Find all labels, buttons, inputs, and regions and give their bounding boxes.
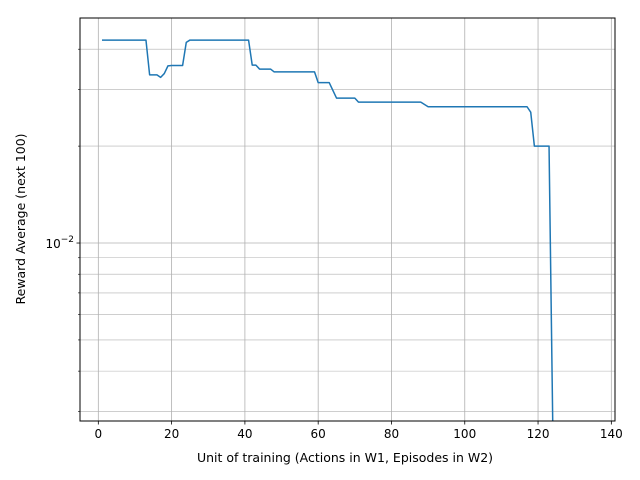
x-tick-label: 60	[311, 427, 326, 441]
plot-frame	[79, 17, 616, 422]
y-tick-label: 10−2	[45, 235, 74, 251]
x-tick-label: 120	[527, 427, 550, 441]
x-tick-label: 40	[237, 427, 252, 441]
series-line-group	[101, 39, 554, 421]
x-axis-label: Unit of training (Actions in W1, Episode…	[197, 450, 493, 465]
y-axis-label: Reward Average (next 100)	[13, 133, 28, 304]
ticks: 0 20 40 60 80 100 120 140 10−2	[45, 48, 623, 441]
x-tick-label: 140	[600, 427, 623, 441]
x-tick-label: 20	[164, 427, 179, 441]
x-tick-label: 80	[384, 427, 399, 441]
series-line	[101, 39, 554, 421]
grid	[80, 18, 615, 421]
x-tick-label: 0	[95, 427, 103, 441]
x-tick-label: 100	[453, 427, 476, 441]
